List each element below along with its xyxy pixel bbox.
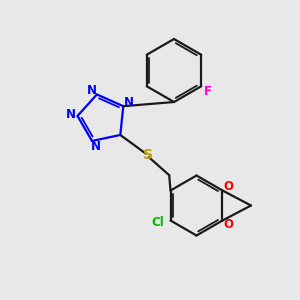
Text: Cl: Cl [152, 215, 164, 229]
Text: F: F [204, 85, 212, 98]
Text: O: O [224, 218, 233, 231]
Text: S: S [142, 148, 153, 162]
Text: N: N [91, 140, 100, 153]
Text: N: N [86, 84, 97, 97]
Text: N: N [66, 108, 76, 121]
Text: O: O [224, 180, 233, 194]
Text: N: N [124, 95, 134, 109]
